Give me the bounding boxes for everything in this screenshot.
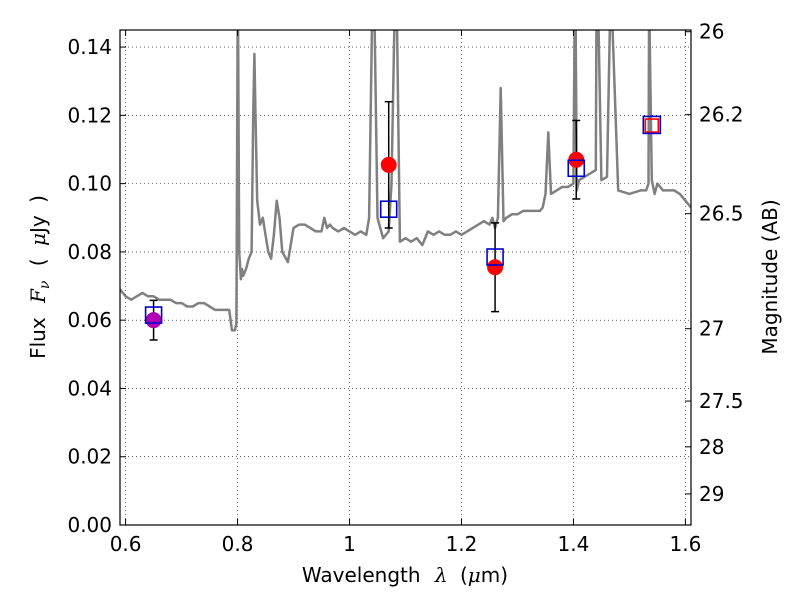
y2-tick-label: 28 xyxy=(699,435,724,459)
y2-tick-label: 27 xyxy=(699,317,724,341)
synthetic-photometry-square xyxy=(379,200,398,219)
model-spectrum-line xyxy=(120,30,691,332)
y-tick-label: 0.04 xyxy=(67,376,112,400)
x-axis-label-unit: m) xyxy=(481,563,508,587)
y2-tick-label: 26.5 xyxy=(699,202,744,226)
y-tick-label: 0.00 xyxy=(67,513,112,537)
x-tick-label: 1.6 xyxy=(669,532,701,556)
x-axis-label-open: ( xyxy=(460,563,468,587)
y-axis-label-mu: μ xyxy=(26,233,50,246)
y2-axis-label: Magnitude (AB) xyxy=(758,199,782,354)
x-tick-label: 1.4 xyxy=(558,532,590,556)
y-axis-label-open: ( xyxy=(26,258,50,266)
y-tick-label: 0.14 xyxy=(67,35,112,59)
x-axis-label-mu: μ xyxy=(468,563,481,587)
y-axis-label-prefix: Flux xyxy=(26,317,50,359)
y2-tick-label: 26 xyxy=(699,20,724,44)
x-tick-label: 1 xyxy=(343,532,356,556)
plot-frame xyxy=(119,29,692,526)
y-tick-label: 0.08 xyxy=(67,240,112,264)
y-axis-label-sub: ν xyxy=(37,280,53,289)
y-tick-label: 0.10 xyxy=(67,172,112,196)
y-axis-label-symbol: F xyxy=(26,288,50,304)
y2-tick-label: 27.5 xyxy=(699,389,744,413)
x-axis-label: Wavelength λ (μm) xyxy=(302,563,508,587)
y-axis-label-close: ) xyxy=(26,195,50,203)
y2-tick-label: 29 xyxy=(699,482,724,506)
x-tick-label: 1.2 xyxy=(446,532,478,556)
x-tick-label: 0.8 xyxy=(222,532,254,556)
synthetic-photometry-square xyxy=(644,118,660,133)
synthetic-photometry-square xyxy=(486,248,504,266)
synthetic-photometry-square xyxy=(567,159,586,178)
x-axis-label-symbol: λ xyxy=(434,563,448,587)
y2-tick-label: 26.2 xyxy=(699,103,744,127)
synthetic-photometry-square xyxy=(144,306,163,324)
x-tick-label: 0.6 xyxy=(110,532,142,556)
plot-area xyxy=(120,30,691,341)
y-tick-label: 0.12 xyxy=(67,103,112,127)
photometry-point xyxy=(145,312,162,329)
grid-lines xyxy=(120,30,691,526)
synthetic-photometry-square xyxy=(642,115,662,135)
y-axis-label: Flux Fν ( μJy ) xyxy=(26,195,54,359)
y-tick-label: 0.06 xyxy=(67,308,112,332)
photometry-point xyxy=(380,156,397,173)
axis-ticks: 0.6 0.8 1 1.2 1.4 1.6 0.00 0.02 0.04 0.06 0.08 0.10… xyxy=(67,20,743,556)
y-axis-label-unit: Jy xyxy=(26,215,50,235)
y-tick-label: 0.02 xyxy=(67,445,112,469)
photometry-point xyxy=(487,259,504,276)
x-axis-label-prefix: Wavelength xyxy=(302,563,421,587)
